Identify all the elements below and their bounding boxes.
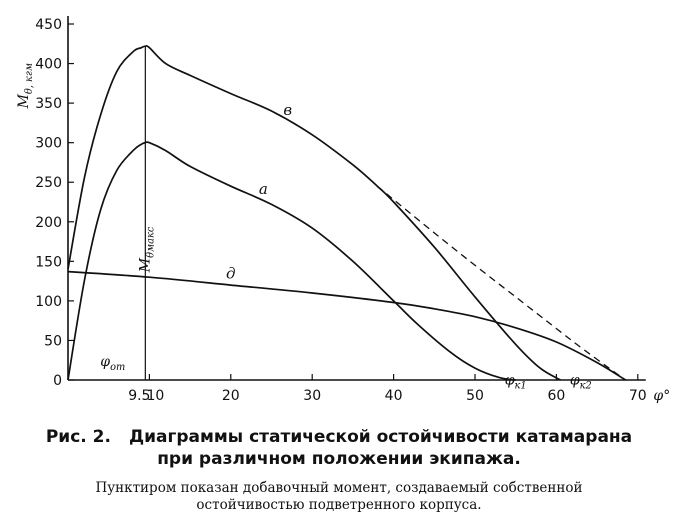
y-tick-label: 250 — [35, 175, 62, 191]
stability-chart: 0 50 100 150 200 250 300 350 400 450 9.510 20 30 40 50… — [16, 16, 670, 404]
figure-caption-line2: при различном положении экипажа. — [157, 449, 521, 469]
y-tick-label: 100 — [35, 294, 62, 310]
x-tick-label: 60 — [547, 388, 565, 404]
x-tick-label: 50 — [466, 388, 484, 404]
annotation-2: φот — [100, 354, 125, 373]
figure-note-line1: Пунктиром показан добавочный момент, соз… — [95, 480, 583, 496]
x-tick-label: 20 — [222, 388, 240, 404]
x-tick-label: 9.5 — [128, 388, 150, 404]
x-tick-label: 40 — [385, 388, 403, 404]
x-tick-label: 10 — [146, 388, 164, 404]
y-tick-label: 300 — [35, 136, 62, 152]
series-label-1: в — [283, 101, 292, 119]
annotation-4: φк2 — [570, 373, 592, 392]
figure-note-line2: остойчивостью подветренного корпуса. — [196, 497, 482, 513]
series-line-3 — [67, 270, 627, 381]
y-tick-label: 0 — [53, 373, 62, 389]
annotation-3: φк1 — [505, 373, 527, 392]
chart-curves — [67, 45, 627, 381]
y-tick-label: 450 — [35, 17, 62, 33]
chart-labels: φ° Mθ, кгм в а д Mθмакс φот φк1 φк2 — [16, 63, 670, 404]
y-axis-label: Mθ, кгм — [16, 63, 35, 109]
figure-caption-label: Рис. 2. — [45, 427, 111, 447]
chart-ticks: 0 50 100 150 200 250 300 350 400 450 9.510 20 30 40 50… — [35, 17, 646, 404]
y-tick-label: 200 — [35, 215, 62, 231]
y-tick-label: 400 — [35, 57, 62, 73]
x-tick-label: 30 — [303, 388, 321, 404]
series-line-2 — [67, 141, 516, 381]
series-line-dashed — [376, 185, 626, 381]
series-label-2: а — [259, 180, 268, 198]
figure-caption-title: Рис. 2. Диаграммы статической остойчивост… — [0, 426, 678, 448]
y-tick-label: 150 — [35, 254, 62, 270]
x-axis-label: φ° — [653, 388, 670, 404]
chart-axes — [67, 16, 646, 381]
series-label-3: д — [226, 265, 236, 283]
x-tick-label: 70 — [629, 388, 647, 404]
y-tick-label: 50 — [44, 333, 62, 349]
annotation-max-moment: Mθмакс — [137, 226, 156, 273]
figure-caption-line1: Диаграммы статической остойчивости катам… — [128, 427, 633, 447]
series-line-1 — [67, 45, 561, 381]
y-tick-label: 350 — [35, 96, 62, 112]
